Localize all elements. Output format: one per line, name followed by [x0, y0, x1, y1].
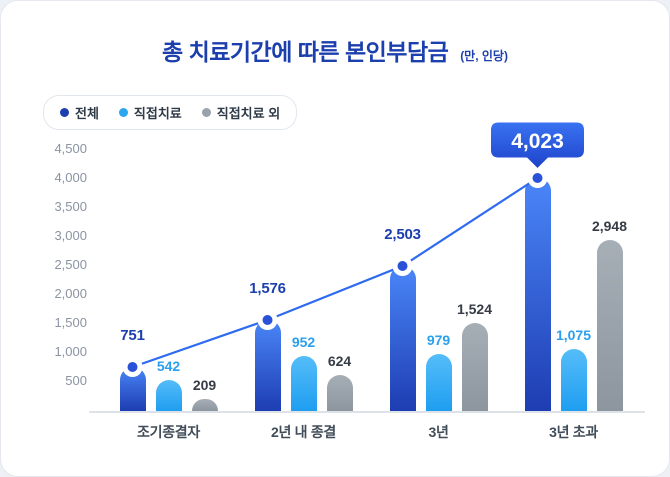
legend-label-2: 직접치료 외: [216, 106, 281, 121]
highlight-callout: [488, 119, 587, 172]
y-tick-2500: 2,500: [54, 257, 87, 272]
value-label-series-2-category-1: 624: [327, 353, 352, 369]
y-tick-4500: 4,500: [54, 141, 87, 156]
highlight-value: 4,023: [511, 130, 564, 153]
bar-series-2-category-3: [596, 240, 623, 411]
value-label-series-0-category-0: 751: [120, 327, 145, 344]
bar-series-2-category-0: [191, 399, 218, 411]
value-label-series-0-category-2: 2,503: [384, 226, 421, 243]
value-label-series-2-category-2: 1,524: [456, 301, 493, 317]
chart-title-text: 총 치료기간에 따른 본인부담금: [162, 39, 449, 65]
legend-dot-2: [201, 108, 211, 117]
bar-series-1-category-0: [155, 380, 182, 411]
x-label-2: 3년: [428, 424, 449, 440]
value-label-series-0-category-1: 1,576: [249, 280, 286, 297]
value-label-series-1-category-1: 952: [291, 334, 316, 350]
value-label-series-2-category-0: 209: [192, 377, 217, 393]
bar-series-1-category-2: [425, 354, 452, 411]
value-label-series-1-category-3: 1,075: [555, 327, 592, 343]
y-tick-3000: 3,000: [54, 228, 87, 243]
legend-item-2: 직접치료 외: [201, 103, 281, 122]
x-label-0: 조기종결자: [137, 424, 200, 440]
value-label-series-2-category-3: 2,948: [591, 218, 628, 234]
y-tick-3500: 3,500: [54, 199, 87, 214]
x-label-1: 2년 내 종결: [271, 424, 336, 440]
legend-label-1: 직접치료: [133, 106, 182, 121]
y-tick-2000: 2,000: [54, 286, 87, 301]
chart-legend: 전체 직접치료 직접치료 외: [43, 95, 298, 130]
legend-item-1: 직접치료: [118, 103, 182, 122]
x-label-3: 3년 초과: [549, 424, 598, 440]
value-label-series-1-category-0: 542: [156, 358, 181, 374]
y-tick-500: 500: [65, 373, 87, 388]
chart-title: 총 치료기간에 따른 본인부담금 (만, 인당): [1, 33, 669, 67]
y-tick-4000: 4,000: [54, 170, 87, 185]
y-tick-1500: 1,500: [54, 315, 87, 330]
bar-series-1-category-3: [560, 349, 587, 411]
legend-item-0: 전체: [60, 103, 99, 122]
y-tick-1000: 1,000: [54, 344, 87, 359]
legend-label-0: 전체: [75, 106, 99, 121]
bar-series-2-category-1: [326, 375, 353, 411]
legend-dot-0: [60, 108, 69, 117]
legend-dot-1: [118, 108, 128, 117]
bar-series-2-category-2: [461, 323, 488, 411]
x-axis-line: [89, 411, 645, 413]
chart-title-unit: (만, 인당): [460, 49, 508, 63]
bar-series-0-category-3: [524, 178, 551, 411]
